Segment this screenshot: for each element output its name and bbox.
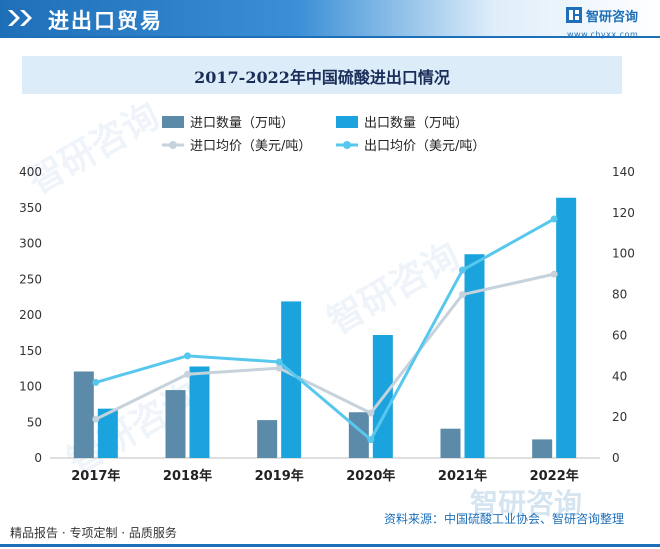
export-price-point [92, 378, 100, 386]
brand-url: www.chyxx.com [567, 30, 639, 39]
watermark-logo-text: 智研咨询 [470, 487, 583, 520]
export-quantity-bar [556, 197, 577, 459]
chart-title: 2017-2022年中国硫酸进出口情况 [194, 68, 450, 87]
header-banner [0, 0, 660, 36]
export-price-point [275, 358, 283, 366]
import-quantity-bar [532, 439, 553, 458]
import-price-point [184, 370, 191, 378]
import-quantity-bar [165, 390, 186, 458]
y-right-tick-label: 140 [612, 165, 635, 179]
legend-import-quantity-swatch [162, 116, 184, 128]
footer-slogan: 精品报告 · 专项定制 · 品质服务 [10, 526, 177, 540]
y-left-tick-label: 50 [27, 415, 42, 429]
data-source-note: 资料来源：中国硫酸工业协会、智研咨询整理 [384, 512, 625, 526]
y-right-tick-label: 20 [612, 410, 627, 424]
brand-logo-block: 智研咨询 www.chyxx.com [566, 6, 654, 40]
y-right-tick-label: 80 [612, 288, 627, 302]
legend-export-quantity-swatch [336, 116, 358, 128]
y-right-tick-label: 0 [612, 451, 620, 465]
export-price-point [367, 436, 375, 444]
import-price-point [367, 409, 375, 417]
import-price-point [275, 364, 283, 372]
page-header: 进出口贸易 [0, 0, 660, 38]
y-left-tick-label: 200 [19, 308, 42, 322]
import-price-point [92, 415, 100, 423]
export-quantity-bar [97, 408, 118, 458]
legend-export-price-marker [343, 141, 351, 149]
page-footer: 精品报告 · 专项定制 · 品质服务 资料来源：中国硫酸工业协会、智研咨询整理 [0, 512, 660, 549]
legend-label: 进口均价（美元/吨） [190, 139, 311, 154]
footer-divider [0, 544, 660, 547]
legend-label: 出口均价（美元/吨） [364, 139, 485, 154]
export-quantity-bar [189, 366, 210, 458]
import-quantity-bar [73, 371, 94, 458]
y-right-tick-label: 40 [612, 369, 627, 383]
import-quantity-bar [257, 420, 278, 458]
chart-canvas: 0 50 100 150 200 250 300 350 400 0 20 40 60 80 100 120 1… [19, 116, 635, 484]
export-quantity-bar [281, 301, 302, 458]
y-left-tick-label: 350 [19, 201, 42, 215]
chevron-right-icon [8, 10, 32, 26]
y-left-tick-label: 150 [19, 344, 42, 358]
x-category-label: 2021年 [438, 468, 487, 484]
import-price-point [550, 270, 558, 278]
header-divider [0, 36, 660, 38]
export-price-point [550, 215, 558, 223]
section-title: 进出口贸易 [48, 9, 163, 33]
import-price-point [459, 291, 466, 299]
import-quantity-bar [440, 428, 461, 458]
y-left-tick-label: 100 [19, 380, 42, 394]
x-category-label: 2020年 [346, 468, 395, 484]
y-left-tick-label: 0 [34, 451, 42, 465]
export-quantity-bar [464, 254, 485, 458]
brand-logo-icon [566, 7, 582, 23]
legend-label: 进口数量（万吨） [190, 116, 294, 131]
y-left-tick-label: 400 [19, 165, 42, 179]
brand-name: 智研咨询 [586, 10, 639, 25]
x-category-label: 2022年 [530, 468, 579, 484]
y-right-tick-label: 100 [612, 247, 635, 261]
legend-import-price-marker [169, 141, 177, 149]
import-price-line [95, 272, 555, 421]
y-left-tick-label: 250 [19, 272, 42, 286]
legend-label: 出口数量（万吨） [364, 116, 468, 131]
y-left-tick-label: 300 [19, 237, 42, 251]
export-price-point [459, 266, 466, 274]
export-price-point [184, 352, 191, 360]
export-price-line [95, 217, 555, 442]
y-right-tick-label: 120 [612, 206, 635, 220]
chart-title-box: 2017-2022年中国硫酸进出口情况 [22, 56, 622, 94]
x-category-label: 2018年 [163, 468, 212, 484]
y-right-tick-label: 60 [612, 328, 627, 342]
x-category-label: 2017年 [71, 468, 120, 484]
x-category-label: 2019年 [255, 468, 304, 484]
